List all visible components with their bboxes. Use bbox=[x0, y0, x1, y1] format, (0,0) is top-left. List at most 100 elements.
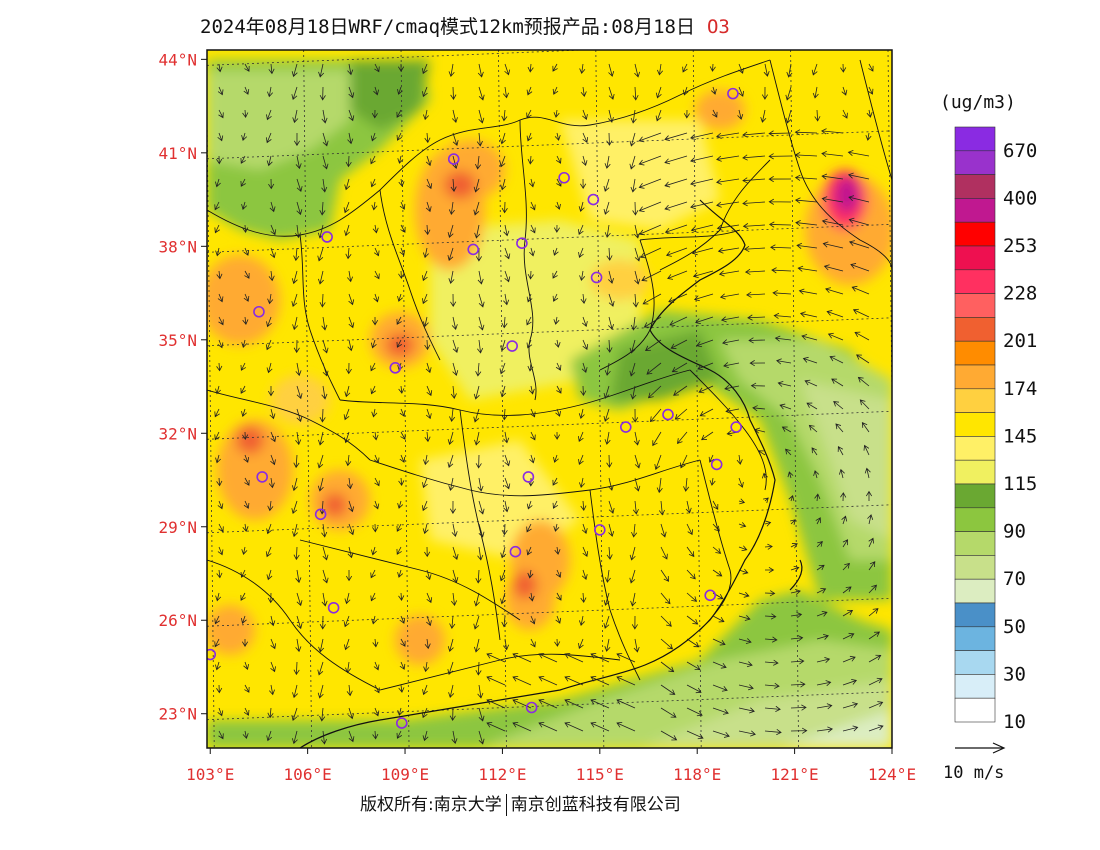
wind-arrow bbox=[582, 109, 588, 121]
wind-arrow bbox=[293, 661, 300, 676]
wind-arrow bbox=[712, 546, 722, 554]
wind-arrow bbox=[448, 201, 455, 216]
wind-arrow bbox=[578, 615, 585, 627]
wind-arrow bbox=[321, 316, 328, 331]
credit-right: 南京创蓝科技有限公司 bbox=[510, 795, 681, 815]
wind-arrow bbox=[848, 240, 870, 249]
wind-arrow bbox=[398, 592, 405, 601]
wind-arrow bbox=[842, 109, 848, 119]
wind-arrow bbox=[822, 241, 844, 249]
wind-arrow bbox=[345, 362, 352, 375]
wind-vector-field bbox=[214, 63, 884, 745]
city-marker bbox=[256, 471, 268, 483]
wind-arrow bbox=[811, 447, 818, 456]
wind-arrow bbox=[841, 515, 848, 525]
wind-arrow bbox=[790, 727, 808, 734]
wind-arrow bbox=[270, 454, 276, 466]
legend-label: 90 bbox=[1003, 521, 1026, 543]
lat-tick-label: 29°N bbox=[158, 518, 197, 537]
wind-arrow bbox=[501, 408, 508, 421]
wind-arrow bbox=[797, 265, 818, 272]
wind-arrow bbox=[556, 385, 562, 394]
city-marker bbox=[587, 193, 600, 206]
wind-arrow bbox=[764, 520, 772, 527]
wind-arrow bbox=[606, 247, 613, 261]
latitude-labels: 44°N 41°N 38°N 35°N 32°N 29°N 26°N 23°N bbox=[158, 50, 197, 723]
wind-arrow bbox=[720, 316, 740, 323]
wind-arrow bbox=[768, 130, 792, 137]
credit-left: 版权所有:南京大学 bbox=[360, 795, 502, 815]
wind-arrow bbox=[348, 86, 355, 99]
wind-arrow bbox=[716, 201, 740, 208]
wind-arrow bbox=[680, 454, 688, 469]
wind-arrow bbox=[243, 454, 250, 463]
wind-arrow bbox=[373, 86, 380, 96]
wind-arrow bbox=[473, 615, 480, 630]
lat-tick-label: 23°N bbox=[158, 705, 197, 724]
wind-arrow bbox=[243, 293, 250, 302]
wind-arrow bbox=[564, 652, 584, 663]
wind-arrow bbox=[270, 661, 276, 673]
wind-arrow bbox=[295, 431, 302, 446]
wind-arrow bbox=[716, 132, 740, 139]
legend-swatch bbox=[954, 483, 996, 509]
wind-arrow bbox=[501, 615, 508, 628]
wind-arrow bbox=[664, 132, 688, 142]
wind-arrow bbox=[243, 661, 249, 670]
wind-arrow bbox=[421, 293, 428, 305]
wind-arrow bbox=[344, 178, 351, 191]
wind-arrow bbox=[716, 224, 740, 231]
wind-arrow bbox=[582, 132, 589, 143]
wind-arrow bbox=[475, 362, 482, 377]
wind-arrow bbox=[768, 221, 792, 228]
wind-arrow bbox=[554, 431, 561, 440]
wind-arrow bbox=[738, 86, 744, 97]
wind-arrow bbox=[267, 86, 274, 98]
wind-arrow bbox=[552, 86, 559, 95]
wind-arrow bbox=[633, 431, 640, 446]
wind-arrow bbox=[503, 293, 510, 306]
wind-arrow bbox=[603, 178, 610, 192]
wind-arrow bbox=[293, 339, 300, 354]
wind-arrow bbox=[343, 615, 350, 628]
wind-arrow bbox=[737, 109, 744, 120]
wind-arrow bbox=[266, 523, 272, 535]
wind-arrow bbox=[499, 155, 506, 168]
lat-tick-label: 32°N bbox=[158, 424, 197, 443]
wind-arrow bbox=[629, 155, 636, 170]
wind-arrow bbox=[580, 178, 587, 190]
wind-arrow bbox=[397, 293, 403, 302]
wind-arrow bbox=[240, 362, 247, 371]
wind-arrow bbox=[215, 454, 222, 464]
wind-arrow bbox=[268, 477, 275, 489]
wind-arrow bbox=[581, 362, 588, 374]
wind-arrow bbox=[345, 661, 352, 674]
wind-arrow bbox=[240, 155, 246, 164]
wind-arrow bbox=[835, 423, 844, 433]
wind-arrow bbox=[477, 684, 484, 699]
wind-arrow bbox=[538, 675, 558, 686]
city-marker bbox=[389, 362, 402, 374]
wind-arrow bbox=[218, 730, 224, 740]
wind-arrow bbox=[712, 523, 720, 532]
wind-arrow bbox=[217, 132, 224, 142]
wind-arrow bbox=[317, 477, 324, 492]
wind-arrow bbox=[475, 454, 482, 469]
city-marker bbox=[590, 271, 603, 284]
wind-arrow bbox=[553, 224, 560, 233]
city-marker bbox=[327, 601, 340, 614]
wind-reference: 10 m/s bbox=[943, 742, 1006, 783]
wind-arrow bbox=[831, 378, 844, 387]
legend-swatch bbox=[954, 150, 996, 175]
wind-arrow bbox=[242, 316, 249, 325]
wind-arrow bbox=[786, 63, 793, 78]
wind-arrow bbox=[738, 638, 752, 645]
wind-arrow bbox=[527, 569, 534, 579]
wind-arrow bbox=[241, 638, 249, 647]
wind-arrow bbox=[764, 636, 778, 643]
wind-arrow bbox=[345, 247, 352, 260]
wind-arrow bbox=[268, 684, 275, 696]
wind-arrow bbox=[398, 178, 405, 187]
wind-arrow bbox=[821, 218, 844, 226]
wind-arrow bbox=[500, 546, 507, 559]
